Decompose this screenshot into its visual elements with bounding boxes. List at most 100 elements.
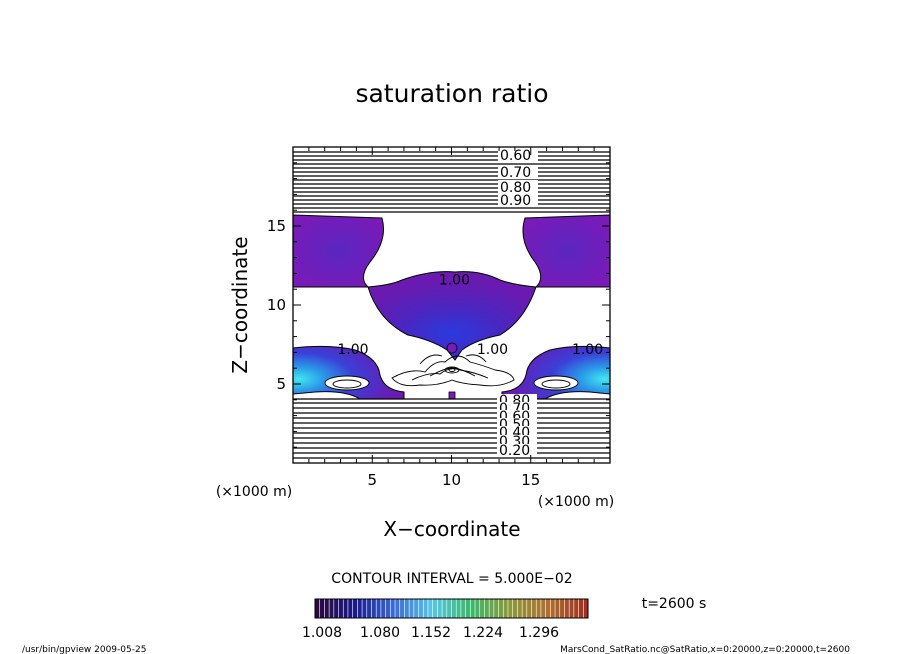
colorbar-tick-label: 1.296 [519,625,559,641]
colorbar-cell [569,599,574,618]
colorbar-cell [395,599,400,618]
colorbar-cell [512,599,518,618]
unity-contour-label: 1.00 [572,342,603,358]
colorbar-cell [371,599,377,618]
colorbar-cell [484,599,490,618]
upper-contour-lines [293,151,610,213]
colorbar-cell [460,599,466,618]
top-right-shaded-region [522,214,610,288]
colorbar-cell [319,599,325,618]
colorbar-cell [540,599,546,618]
colorbar-cell [564,599,570,618]
inner-contours [324,354,579,391]
left-shaded-region [293,345,405,400]
x-tick-label: 10 [442,471,461,489]
colorbar-cell [432,599,438,618]
colorbar-cell [503,599,508,618]
colorbar-cell [573,599,579,618]
x-axis-units: (×1000 m) [538,494,614,510]
chart-title: saturation ratio [355,79,548,108]
colorbar-cell [536,599,541,618]
colorbar-cell [517,599,523,618]
top-left-shaded-region [293,214,384,288]
time-label: t=2600 s [642,596,707,612]
colorbar-cell [489,599,494,618]
lower-contour-label: 0.20 [499,443,530,459]
colorbar-cell [399,599,405,618]
lower-contour-lines [293,398,610,459]
colorbar-cell [315,599,320,618]
colorbar-cell [522,599,527,618]
colorbar-cell [324,599,330,618]
colorbar-cell [507,599,513,618]
colorbar [314,599,588,618]
colorbar-tick-label: 1.080 [360,625,400,641]
colorbar-cell [437,599,443,618]
upper-contour-labels: 0.600.700.800.90 [498,148,538,209]
y-axis-units: (×1000 m) [216,484,292,500]
lower-contour-label-bg [497,444,537,455]
lower-contour-labels: 0.800.700.600.500.400.300.20 [497,393,537,459]
x-tick-label: 5 [367,471,377,489]
unity-contour-label: 1.00 [439,272,470,288]
lower-contour-label-bg [497,410,537,421]
y-axis-label: Z−coordinate [228,236,252,373]
colorbar-cell [333,599,339,618]
lower-contour-label-bg [497,418,537,429]
upper-contour-label: 0.70 [500,165,531,181]
center-dot-lower [448,391,456,400]
x-tick-label: 15 [521,471,540,489]
colorbar-cell [338,599,344,618]
lower-contour-label-bg [497,426,537,437]
upper-contour-label: 0.80 [500,180,531,196]
y-tick-label: 10 [267,296,286,314]
y-tick-label: 5 [276,375,286,393]
colorbar-cell [465,599,471,618]
colorbar-cell [366,599,372,618]
upper-contour-label-bg [498,180,538,193]
colorbar-cell [423,599,428,618]
colorbar-cell [357,599,363,618]
colorbar-tick-label: 1.008 [302,625,342,641]
colorbar-cell [451,599,457,618]
colorbar-cell [347,599,353,618]
axis-tick-labels: 5 10 15 5 10 15 [267,217,540,489]
colorbar-cell [362,599,367,618]
colorbar-cell [583,599,588,618]
colorbar-cell [385,599,391,618]
footer-right: MarsCond_SatRatio.nc@SatRatio,x=0:20000,… [560,645,850,654]
footer-left: /usr/bin/gpview 2009-05-25 [22,645,146,654]
upper-contour-label: 0.60 [500,148,531,164]
colorbar-cell [329,599,334,618]
colorbar-cell [404,599,410,618]
colorbar-tick-labels: 1.008 1.080 1.152 1.224 1.296 [302,625,559,641]
colorbar-tick-label: 1.152 [411,625,451,641]
colorbar-cell [531,599,537,618]
colorbar-cell [475,599,480,618]
upper-contour-label: 0.90 [500,193,531,209]
center-shaded-region [367,271,537,361]
y-tick-label: 15 [267,217,286,235]
contour-interval: CONTOUR INTERVAL = 5.000E−02 [331,571,572,587]
lower-contour-label-bg [497,394,537,405]
lower-contour-label-bg [497,435,537,446]
upper-contour-label-bg [498,165,538,178]
colorbar-cell [343,599,348,618]
colorbar-cell [456,599,461,618]
colorbar-tick-label: 1.224 [463,625,503,641]
upper-contour-label-bg [498,148,538,161]
center-dot-upper [446,342,458,354]
unity-contour-label: 1.00 [477,342,508,358]
lower-contour-label-bg [497,402,537,413]
upper-contour-label-bg [498,193,538,206]
colorbar-cell [446,599,452,618]
colorbar-cell [578,599,584,618]
plot-area: 0.600.700.800.90 0.800.700.600.500.400.3… [293,148,610,459]
colorbar-cell [390,599,396,618]
colorbar-cell [470,599,476,618]
unity-contour-labels: 1.00 1.00 1.00 1.00 [337,272,603,358]
colorbar-cell [418,599,424,618]
colorbar-cell [526,599,532,618]
colorbar-cell [409,599,414,618]
